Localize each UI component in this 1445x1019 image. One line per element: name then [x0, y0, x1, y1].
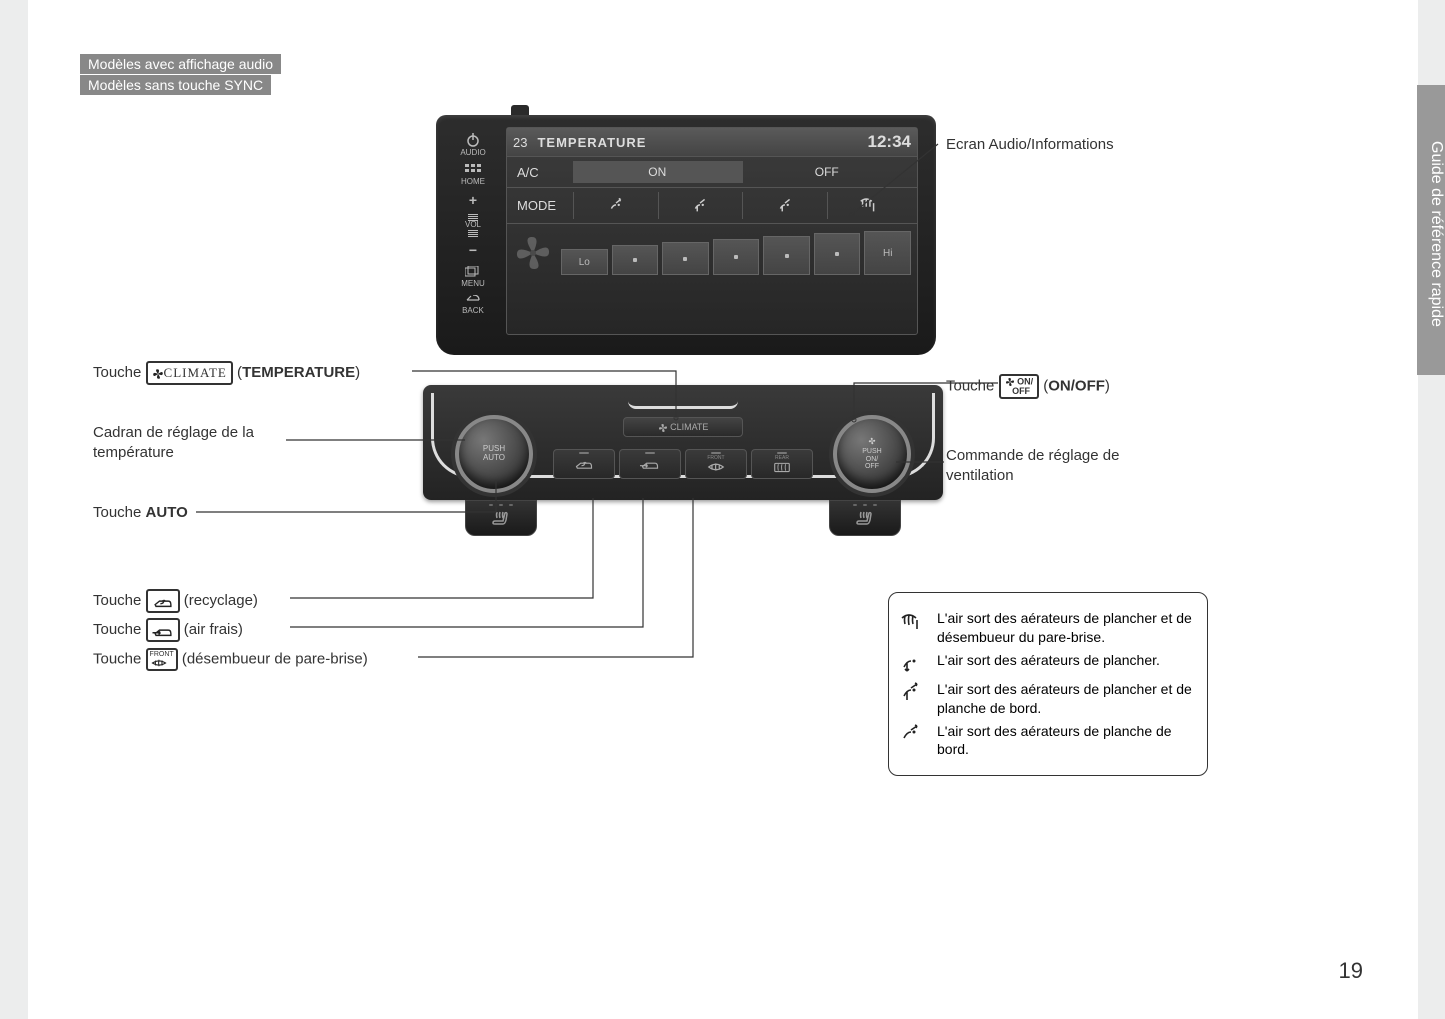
legend-text-2: L'air sort des aérateurs de plancher.: [937, 651, 1197, 670]
fan-lo[interactable]: Lo: [561, 249, 608, 275]
header-1: Modèles avec affichage audio: [80, 54, 281, 74]
label-screen: Ecran Audio/Informations: [946, 135, 1114, 155]
menu-button[interactable]: MENU: [448, 266, 498, 289]
audio-label: AUDIO: [460, 148, 485, 157]
legend-icon-floor: [899, 651, 923, 676]
legend-icon-dash-floor: [899, 680, 923, 705]
center-button-row: FRONT REAR: [553, 449, 813, 479]
legend-row-2: L'air sort des aérateurs de plancher.: [899, 651, 1197, 676]
climate-button-label: CLIMATE: [670, 422, 708, 432]
mode-dash-floor-button[interactable]: [658, 192, 743, 219]
fan-icon: [513, 233, 553, 273]
label-defrost: Touche FRONT (désembueur de pare-brise): [93, 648, 368, 671]
page: Modèles avec affichage audio Modèles san…: [28, 0, 1418, 1019]
home-button[interactable]: HOME: [448, 164, 498, 187]
bezel-tab-icon: [511, 105, 529, 115]
fan-step-2[interactable]: [662, 242, 709, 275]
seat-heater-left[interactable]: [465, 500, 537, 536]
header-2: Modèles sans touche SYNC: [80, 75, 271, 95]
menu-label: MENU: [461, 279, 485, 288]
legend-text-1: L'air sort des aérateurs de plancher et …: [937, 609, 1197, 647]
ac-row: A/C ON OFF: [507, 157, 917, 188]
screen-top-bar: 23 TEMPERATURE 12:34: [507, 128, 917, 157]
fan-speed-row: Lo Hi: [507, 224, 917, 282]
temp-dial-label: PUSH AUTO: [483, 445, 505, 463]
fan-control-dial[interactable]: PUSH ON/ OFF: [833, 415, 911, 493]
clock: 12:34: [868, 132, 911, 152]
volume-label: VOL: [448, 214, 498, 237]
label-temp-dial: Cadran de réglage de la température: [93, 423, 288, 464]
back-button[interactable]: BACK: [448, 295, 498, 316]
climate-button[interactable]: CLIMATE: [623, 417, 743, 437]
rear-defrost-button[interactable]: REAR: [751, 449, 813, 479]
touchscreen[interactable]: 23 TEMPERATURE 12:34 A/C ON OFF MODE: [506, 127, 918, 335]
mode-dash-button[interactable]: [573, 192, 658, 219]
label-fresh: Touche (air frais): [93, 618, 243, 642]
fan-step-1[interactable]: [612, 245, 659, 275]
legend-icon-floor-defrost: [899, 609, 923, 634]
recirculate-button[interactable]: [553, 449, 615, 479]
fan-hi[interactable]: Hi: [864, 231, 911, 275]
mode-row: MODE: [507, 188, 917, 224]
label-climate-temperature: Touche CLIMATE (TEMPERATURE): [93, 361, 360, 385]
label-auto: Touche AUTO: [93, 503, 188, 523]
temperature-dial[interactable]: PUSH AUTO: [455, 415, 533, 493]
legend-row-3: L'air sort des aérateurs de plancher et …: [899, 680, 1197, 718]
legend-text-4: L'air sort des aérateurs de planche de b…: [937, 722, 1197, 760]
mode-floor-button[interactable]: [742, 192, 827, 219]
mode-floor-defrost-button[interactable]: [827, 192, 912, 219]
rear-label: REAR: [775, 455, 789, 461]
front-label: FRONT: [707, 455, 724, 461]
airflow-legend: L'air sort des aérateurs de plancher et …: [888, 592, 1208, 776]
ac-off-button[interactable]: OFF: [742, 161, 912, 183]
back-label: BACK: [462, 306, 484, 315]
seat-heater-right[interactable]: [829, 500, 901, 536]
label-fan-dial: Commande de réglage de ventilation: [946, 446, 1146, 487]
legend-text-3: L'air sort des aérateurs de plancher et …: [937, 680, 1197, 718]
ac-label: A/C: [513, 165, 573, 180]
mode-label: MODE: [513, 198, 573, 213]
fan-step-4[interactable]: [763, 236, 810, 275]
audio-power-button[interactable]: AUDIO: [448, 133, 498, 158]
climate-control-panel: CLIMATE PUSH AUTO PUSH ON/ OFF FRONT: [423, 385, 943, 560]
volume-down-button[interactable]: −: [448, 243, 498, 258]
fan-bars[interactable]: Lo Hi: [561, 231, 911, 275]
ac-on-button[interactable]: ON: [573, 161, 742, 183]
fan-dial-label: PUSH ON/ OFF: [862, 448, 881, 470]
fan-step-5[interactable]: [814, 233, 861, 275]
legend-row-4: L'air sort des aérateurs de planche de b…: [899, 722, 1197, 760]
legend-icon-dash: [899, 722, 923, 747]
temp-value: 23: [513, 135, 527, 150]
fan-step-3[interactable]: [713, 239, 760, 275]
label-onoff: Touche ON/ OFF (ON/OFF): [946, 374, 1110, 399]
side-tab: Guide de référence rapide: [1417, 85, 1445, 375]
page-number: 19: [1339, 958, 1363, 984]
label-recycle: Touche (recyclage): [93, 589, 258, 613]
temperature-heading: TEMPERATURE: [537, 135, 646, 150]
home-label: HOME: [461, 177, 485, 186]
trim-notch: [628, 393, 738, 409]
fresh-air-button[interactable]: [619, 449, 681, 479]
volume-up-button[interactable]: +: [448, 193, 498, 208]
audio-display-unit: AUDIO HOME + VOL − MENU: [436, 115, 936, 355]
front-defrost-button[interactable]: FRONT: [685, 449, 747, 479]
bezel-side-buttons: AUDIO HOME + VOL − MENU: [448, 133, 498, 322]
legend-row-1: L'air sort des aérateurs de plancher et …: [899, 609, 1197, 647]
